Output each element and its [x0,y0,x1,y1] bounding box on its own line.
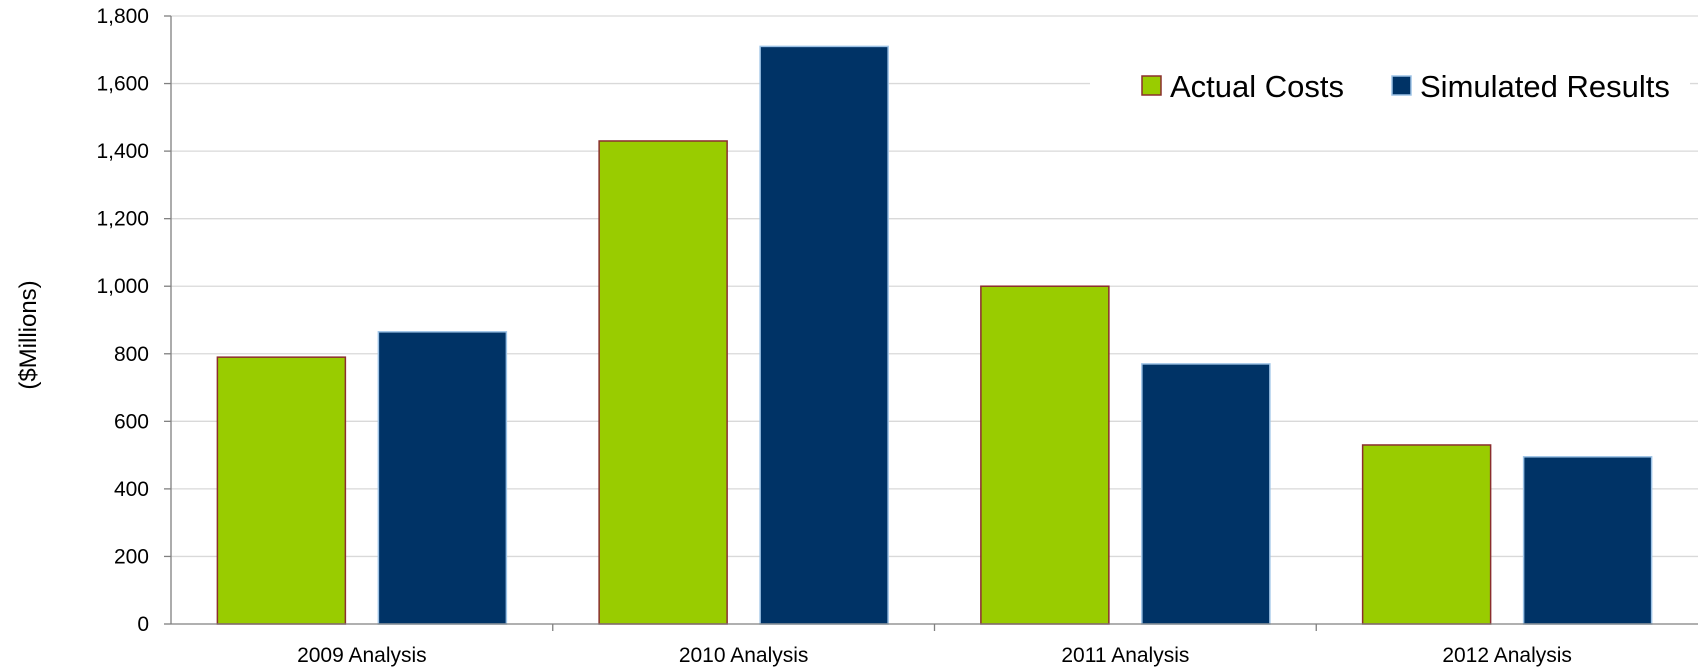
bar-actual-costs [216,356,347,625]
y-tick-label: 1,600 [96,73,149,96]
x-category-label: 2012 Analysis [1442,644,1572,667]
y-tick-label: 1,200 [96,208,149,231]
legend-label: Actual Costs [1170,69,1344,104]
y-axis-label: ($Millions) [15,280,42,389]
bars [216,45,1653,625]
y-tick-label: 400 [114,478,149,501]
legend-label: Simulated Results [1420,69,1670,104]
y-tick-label: 200 [114,545,149,568]
axes [164,15,1698,631]
legend-background [1090,62,1690,110]
legend-swatch [1391,75,1412,96]
bar-simulated-results [1141,363,1271,625]
bar-actual-costs [980,285,1110,625]
x-category-label: 2011 Analysis [1061,644,1189,667]
x-category-label: 2009 Analysis [297,644,427,667]
y-tick-label: 1,000 [96,275,149,298]
y-tick-label: 1,400 [96,140,149,163]
bar-actual-costs [598,140,728,625]
x-category-labels: 2009 Analysis 2010 Analysis 2011 Analysis 2… [297,644,1572,667]
x-category-label: 2010 Analysis [679,644,809,667]
y-tick-label: 600 [114,410,149,433]
bar-simulated-results [1522,456,1653,625]
y-tick-label: 0 [137,613,149,636]
bar-actual-costs [1361,444,1492,625]
bar-simulated-results [759,45,889,625]
legend: Actual Costs Simulated Results [1090,62,1690,110]
y-tick-label: 1,800 [96,5,149,28]
y-tick-label: 800 [114,343,149,366]
y-tick-labels: 0 200 400 600 800 1,000 1,200 1,400 1,600 1,800 [96,5,149,636]
legend-swatch [1141,75,1162,96]
bar-simulated-results [377,331,508,625]
